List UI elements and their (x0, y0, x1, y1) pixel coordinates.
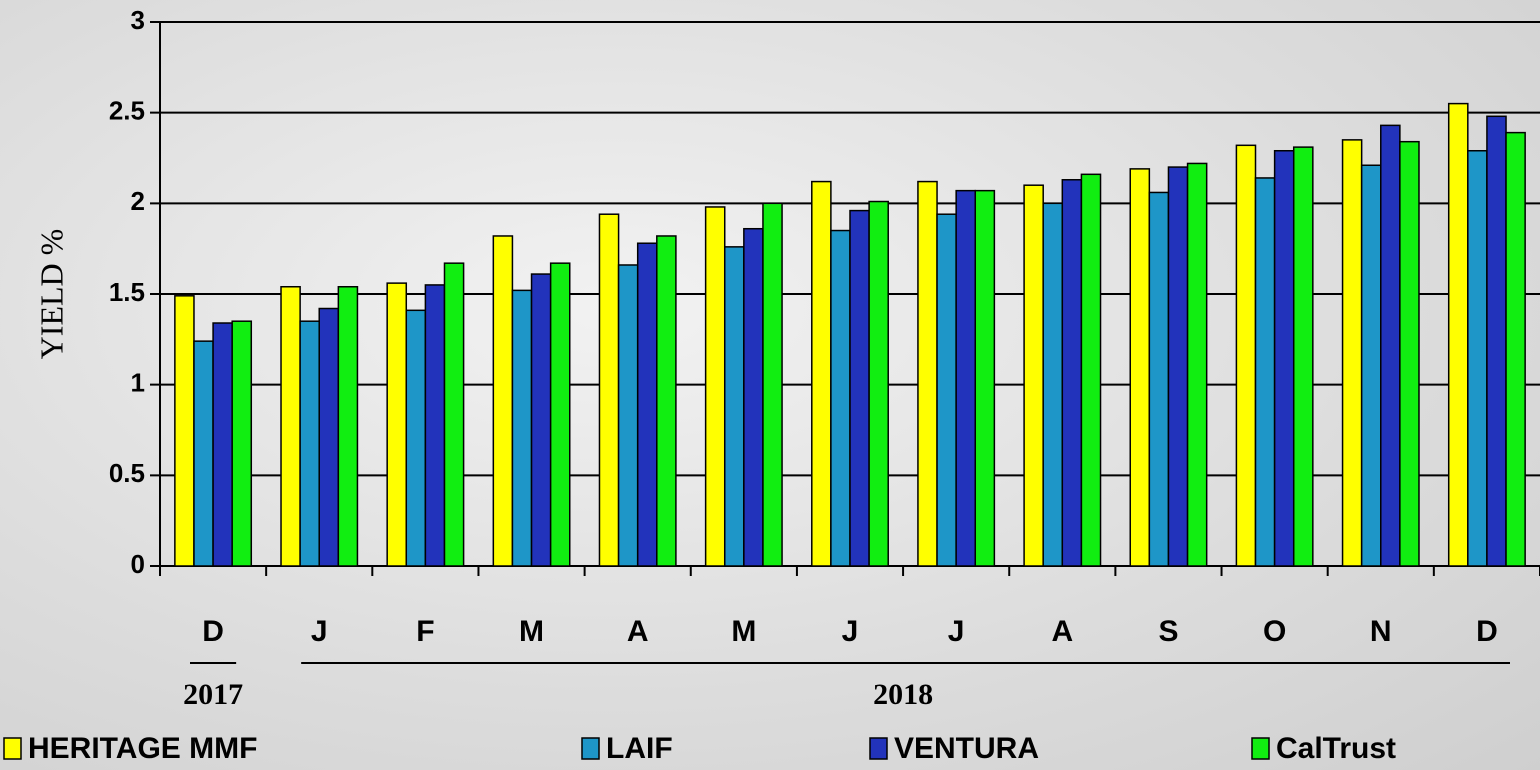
bar (1447, 102, 1469, 567)
bar (231, 320, 253, 567)
bar (1186, 162, 1208, 567)
y-tick-label: 0.5 (109, 458, 145, 488)
y-tick-label: 2 (131, 186, 145, 216)
legend-label: VENTURA (894, 732, 1039, 765)
legend-label: LAIF (606, 732, 673, 765)
x-tick-label: N (1370, 615, 1392, 648)
bar (530, 273, 552, 567)
bar (1341, 139, 1363, 567)
bar (723, 246, 745, 567)
bar (636, 242, 658, 567)
year-label: 2017 (183, 678, 243, 711)
bar (337, 285, 359, 567)
bar (1254, 177, 1276, 567)
bar (743, 227, 764, 567)
x-tick-label: A (1051, 615, 1073, 648)
bar (212, 322, 233, 567)
bar (917, 180, 938, 567)
y-tick-label: 1.5 (109, 277, 145, 307)
bar (849, 209, 870, 567)
bar (318, 307, 340, 567)
x-tick-label: D (1476, 615, 1498, 648)
bar (492, 235, 514, 567)
legend-swatch (3, 737, 22, 760)
bar (955, 189, 977, 567)
legend-label: HERITAGE MMF (28, 732, 257, 765)
bar (1486, 115, 1507, 567)
bar (1380, 124, 1401, 567)
x-tick-label: J (948, 615, 965, 648)
bar (299, 320, 320, 567)
bar (1080, 173, 1102, 567)
x-tick-label: M (519, 615, 544, 648)
bar (1042, 202, 1064, 567)
x-tick-label: F (416, 615, 434, 648)
bar (936, 213, 957, 567)
bar (280, 285, 301, 567)
x-tick-label: S (1158, 615, 1178, 648)
bar (1292, 146, 1314, 567)
bar (704, 206, 726, 567)
year-label: 2018 (873, 678, 933, 711)
bar (549, 262, 571, 567)
bar (443, 262, 465, 567)
bar (1129, 168, 1151, 567)
bar (1148, 191, 1170, 567)
legend-swatch (869, 737, 888, 760)
bar (1399, 140, 1420, 567)
bar (1505, 131, 1526, 567)
y-tick-label: 3 (131, 5, 145, 35)
bar (1061, 179, 1083, 567)
bar (193, 340, 214, 567)
x-tick-label: D (202, 615, 224, 648)
bar (1273, 149, 1295, 567)
bar (656, 235, 677, 567)
bar (405, 309, 427, 567)
x-tick-label: J (842, 615, 859, 648)
bar (762, 202, 783, 567)
legend-swatch (1251, 737, 1270, 760)
x-tick-label: J (311, 615, 328, 648)
bar (1467, 149, 1488, 567)
x-tick-label: O (1263, 615, 1286, 648)
bar (1023, 184, 1044, 567)
x-tick-label: M (731, 615, 756, 648)
bar (830, 229, 851, 567)
bar (1235, 144, 1257, 567)
bar (424, 284, 446, 567)
legend-swatch (581, 737, 600, 760)
legend-label: CalTrust (1276, 732, 1396, 765)
y-tick-label: 2.5 (109, 96, 145, 126)
bar (511, 289, 533, 567)
bar (974, 189, 996, 567)
bar (617, 264, 639, 567)
bar (811, 180, 832, 567)
y-axis-label: YIELD % (33, 229, 69, 360)
bar (868, 200, 889, 567)
bar (174, 295, 195, 567)
bar (1360, 164, 1382, 567)
x-tick-label: A (627, 615, 649, 648)
y-tick-label: 0 (131, 549, 145, 579)
bar (598, 213, 620, 567)
y-tick-label: 1 (131, 368, 145, 398)
bar (386, 282, 408, 567)
bar (1167, 166, 1189, 567)
